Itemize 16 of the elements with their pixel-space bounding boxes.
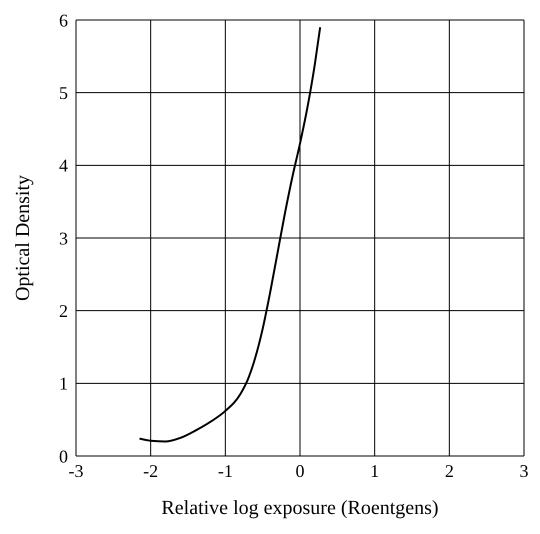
y-tick-label: 6 [59,10,68,30]
x-tick-label: -1 [218,460,233,481]
y-tick-label: 1 [59,374,68,394]
y-tick-label: 2 [59,301,68,322]
x-tick-label: 1 [370,460,380,481]
x-tick-label: 0 [296,460,304,481]
x-axis-title: Relative log exposure (Roentgens) [161,497,439,519]
y-axis-title: Optical Density [12,174,34,302]
y-tick-label: 5 [59,83,68,104]
x-tick-label: -2 [143,460,158,481]
x-tick-label: 2 [444,460,454,481]
y-tick-label: 4 [59,156,68,176]
y-tick-label: 3 [59,228,68,248]
x-tick-label: 3 [520,460,528,481]
y-tick-label: 0 [59,446,68,466]
x-tick-label: -3 [68,460,84,481]
